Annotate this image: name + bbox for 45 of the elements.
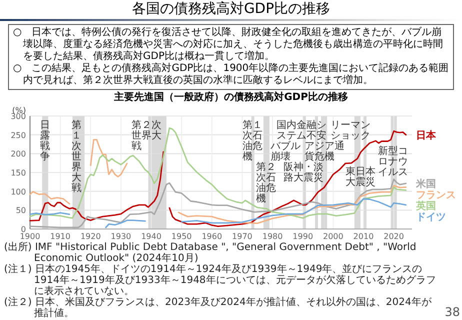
x-tick-label: 1930 xyxy=(110,232,132,241)
y-tick-label: 50 xyxy=(16,206,26,216)
text: (注１) 日本の1945年、ドイツの1914年～1924年及び1939年～1949年、並びにフランスの1914年～1919年及び1933年～1948年については、元データが欠落しているためグラフに表示されていない。 xyxy=(4,264,437,297)
x-tick-label: 1900 xyxy=(20,232,40,241)
text: 38 xyxy=(444,305,460,319)
text: (注２) 日本、米国及びフランスは、2023年及び2024年が推計値、それ以外の国は、2024年が推計値。 xyxy=(4,297,432,319)
x-tick-label: 1920 xyxy=(80,232,101,241)
x-tick-label: 1910 xyxy=(50,232,70,241)
x-tick-label: 1980 xyxy=(262,232,283,241)
x-tick-label: 1970 xyxy=(232,232,252,241)
chart-subtitle: 主要先進国（一般政府）の債務残高対GDP比の推移 xyxy=(113,92,349,104)
band-label: バブル崩壊 xyxy=(270,141,301,162)
text: ○ この結果、足もとの債務残高対GDP比は、1900年以降の主要先進国において記録のある範囲内で見れば、第２次世界大戦直後の英国の水準に匹敵するレベルにまで増加。 xyxy=(13,63,449,87)
x-tick-label: 1950 xyxy=(171,232,192,241)
band-label: 第１次石油危機 xyxy=(242,120,262,162)
series-label: 米国 xyxy=(415,178,436,190)
series-label: 日本 xyxy=(416,129,437,142)
series-label: 英国 xyxy=(415,200,436,212)
x-tick-label: 2020 xyxy=(384,232,404,241)
band-label: リーマンショック xyxy=(330,120,370,142)
y-tick-label: 200 xyxy=(10,150,26,159)
y-tick-label: 250 xyxy=(10,130,26,140)
text: (出所) IMF "Historical Public Debt Database ", "General Government Debt" , "World Economic Outlook" (2024年10月) xyxy=(4,242,418,264)
band-label: 第２次石油危機 xyxy=(256,162,276,204)
x-tick-label: 2000 xyxy=(322,232,344,241)
x-tick-label: 1990 xyxy=(292,232,314,241)
y-tick-label: 0 xyxy=(20,225,26,234)
band-label: 第２次世界大戦 xyxy=(132,120,162,152)
series-label: フランス xyxy=(416,190,456,201)
y-tick-label: 150 xyxy=(10,168,26,178)
band-label: 国内金融システム不安 xyxy=(276,120,326,142)
text: ○ 日本では、特例公債の発行を復活させて以降、財政健全化の取組を進めてきたが、バブル崩壊以降、度重なる経済危機や災害への対応に加え、そうした危機後も歳出構造の平時化に時間を要した結果、債務残高対GDP比は概ね一貫して増加。 xyxy=(13,27,444,62)
series-label: ドイツ xyxy=(416,212,446,223)
chart-title: 各国の債務残高対GDP比の推移 xyxy=(130,0,332,19)
band-label: アジア通貨危機 xyxy=(304,141,345,162)
band-label: 第１次世界大戦 xyxy=(71,120,82,194)
y-tick-label: 100 xyxy=(10,187,26,196)
band-label: 東日本大震災 xyxy=(345,166,376,188)
y-tick-label: 300 xyxy=(10,112,26,121)
band-label: 日露戦争 xyxy=(40,120,50,162)
x-tick-label: 1960 xyxy=(202,232,222,241)
band-label: 阪神・淡路大震災 xyxy=(284,162,324,184)
band-label: 新型コロナウイルス xyxy=(378,146,408,178)
x-tick-label: 1940 xyxy=(141,232,162,241)
x-tick-label: 2010 xyxy=(353,232,374,241)
